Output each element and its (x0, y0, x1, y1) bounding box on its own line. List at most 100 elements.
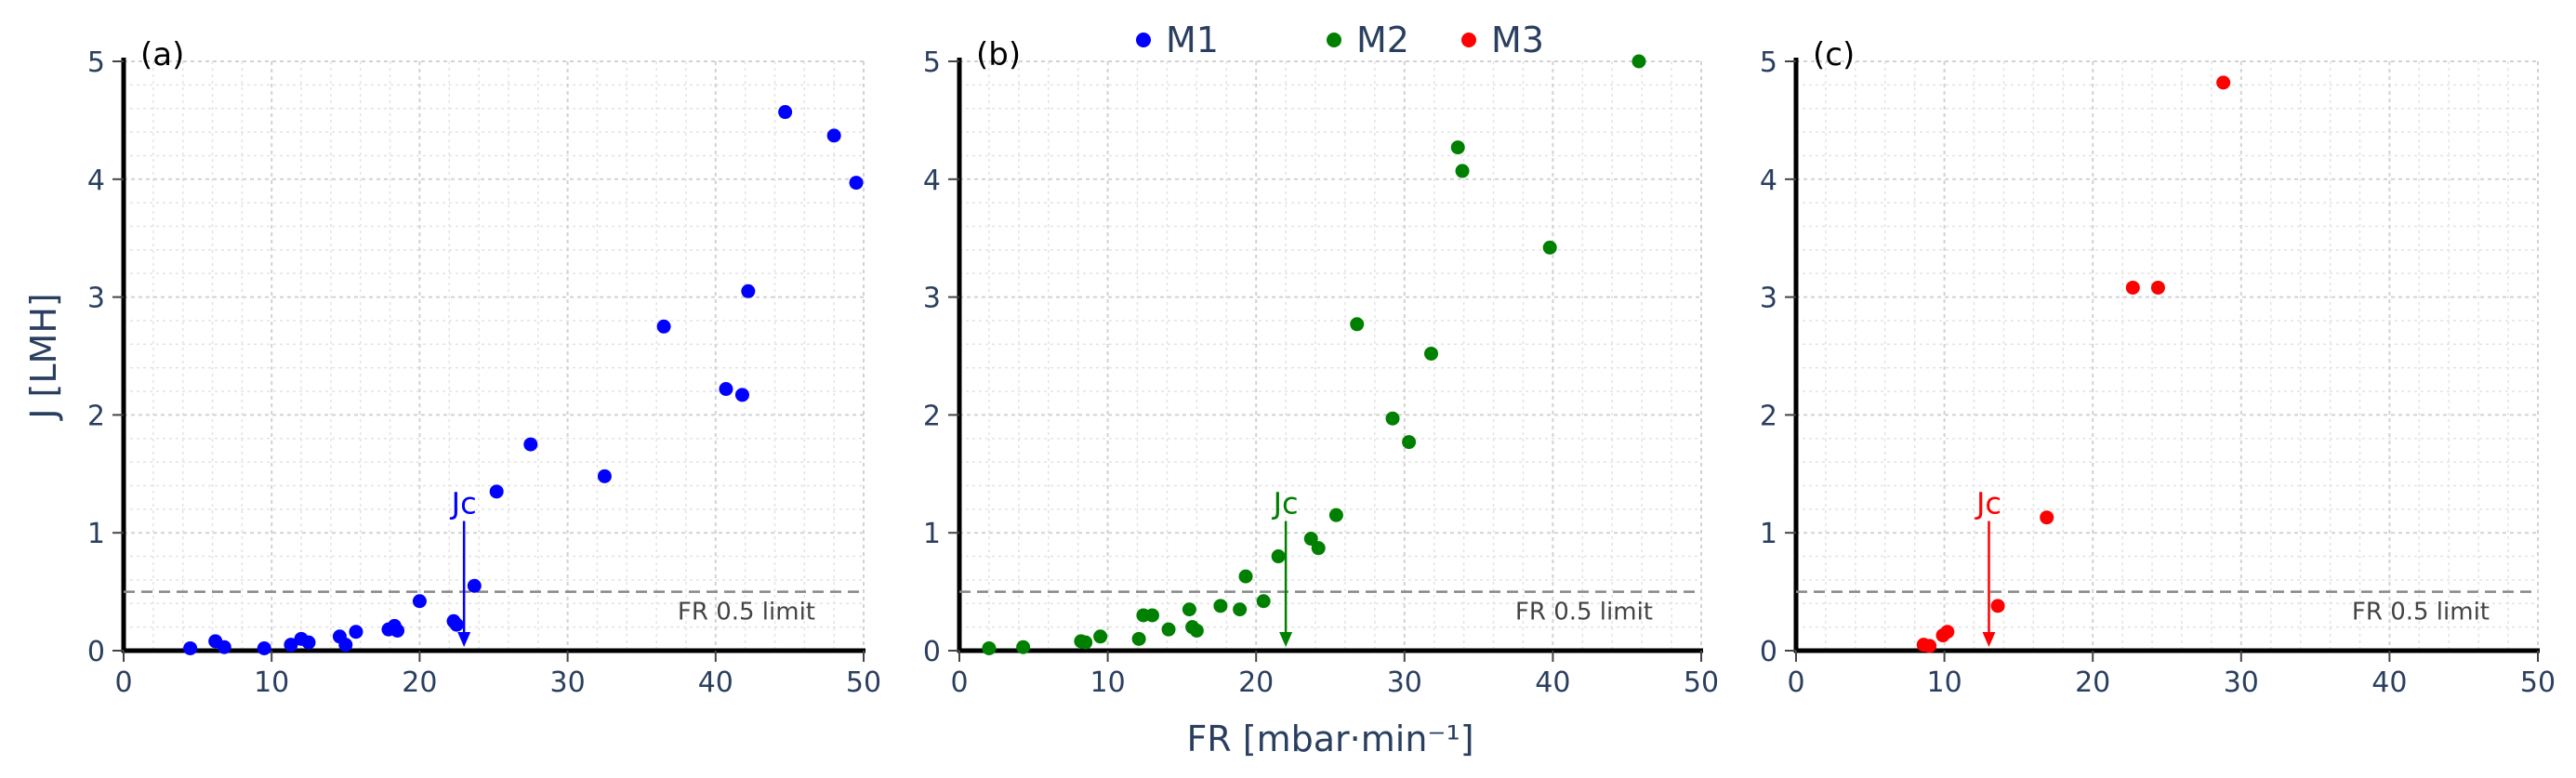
x-tick-label: 0 (950, 666, 968, 699)
y-tick-label: 4 (923, 165, 941, 197)
data-point (1350, 317, 1365, 332)
x-tick-label: 0 (1787, 666, 1804, 699)
jc-label: Jc (1975, 486, 2001, 521)
data-point (1078, 635, 1093, 650)
y-tick-label: 2 (923, 400, 941, 432)
legend-item-m1: M1 (1136, 20, 1219, 60)
x-tick-label: 40 (2371, 666, 2407, 699)
legend: M1 M2 M3 (1136, 20, 1544, 60)
jc-arrowhead (457, 632, 471, 647)
data-point (849, 176, 864, 191)
y-axis-title: J [LMH] (23, 293, 64, 420)
data-point (719, 382, 733, 397)
panel-3: 0 10 20 30 40 50 0 1 2 3 4 5 FR 0.5 limit (c) Jc (1760, 36, 2556, 699)
y-tick-label: 2 (87, 400, 105, 432)
x-tick-label: 30 (550, 666, 586, 699)
x-tick-label: 50 (2520, 666, 2556, 699)
data-point (1189, 623, 1204, 638)
data-point (1328, 508, 1343, 522)
data-point (1303, 532, 1318, 547)
data-point (2216, 75, 2231, 90)
data-point (982, 640, 997, 655)
legend-label: M2 (1356, 20, 1409, 60)
x-tick-label: 50 (846, 666, 881, 699)
panel-2: 0 10 20 30 40 50 0 1 2 3 4 5 FR 0.5 limit (b) Jc (923, 36, 1719, 699)
legend-marker (1461, 33, 1476, 47)
limit-label: FR 0.5 limit (678, 599, 815, 626)
data-point (741, 284, 756, 298)
y-tick-label: 0 (1760, 636, 1777, 668)
legend-marker (1327, 33, 1341, 47)
x-axis-title: FR [mbar·min⁻¹] (1186, 719, 1473, 759)
data-point (2150, 280, 2165, 295)
data-point (217, 640, 231, 654)
data-point (1424, 346, 1439, 361)
legend-label: M3 (1491, 20, 1544, 60)
data-point (1182, 602, 1196, 617)
data-point (1161, 622, 1176, 637)
data-point (1093, 629, 1108, 644)
y-tick-label: 1 (1760, 518, 1777, 550)
panel-label: (b) (976, 36, 1021, 73)
data-point (1311, 541, 1326, 556)
data-point (1385, 411, 1400, 426)
data-point (1922, 639, 1937, 653)
data-point (1631, 54, 1646, 69)
jc-arrowhead (1279, 632, 1293, 647)
data-point (1450, 140, 1465, 155)
data-point (778, 105, 793, 120)
data-point (390, 623, 405, 638)
x-tick-label: 20 (2075, 666, 2110, 699)
legend-item-m2: M2 (1327, 20, 1409, 60)
y-tick-label: 5 (1760, 46, 1777, 79)
panel-label: (a) (140, 36, 184, 73)
data-point (183, 640, 198, 655)
data-point (656, 319, 671, 334)
data-point (284, 638, 298, 653)
x-tick-label: 20 (1238, 666, 1274, 699)
jc-arrowhead (1982, 632, 1996, 647)
panel-1: 0 10 20 30 40 50 0 1 2 3 4 5 FR 0.5 limit (a) Jc (87, 36, 881, 699)
x-tick-label: 30 (1387, 666, 1422, 699)
data-point (523, 437, 538, 452)
data-point (467, 578, 482, 593)
data-point (1256, 594, 1271, 609)
data-point (1213, 599, 1228, 613)
y-tick-label: 4 (87, 165, 105, 197)
data-point (734, 388, 749, 402)
x-tick-label: 0 (114, 666, 132, 699)
x-tick-label: 10 (1927, 666, 1962, 699)
jc-label: Jc (450, 486, 477, 521)
data-point (412, 594, 427, 609)
x-tick-label: 40 (698, 666, 733, 699)
x-tick-label: 40 (1535, 666, 1570, 699)
limit-label: FR 0.5 limit (2352, 599, 2490, 626)
data-point (257, 640, 271, 655)
data-point (597, 468, 612, 483)
data-point (826, 128, 841, 143)
legend-marker (1136, 33, 1151, 47)
legend-item-m3: M3 (1461, 20, 1544, 60)
data-point (1542, 240, 1557, 255)
y-tick-label: 3 (87, 283, 105, 315)
data-point (1455, 164, 1470, 178)
data-point (2125, 280, 2140, 295)
x-tick-label: 20 (402, 666, 437, 699)
data-point (1990, 599, 2005, 613)
data-point (1238, 569, 1253, 584)
y-tick-label: 0 (923, 636, 941, 668)
data-point (301, 635, 316, 650)
x-tick-label: 10 (254, 666, 289, 699)
x-tick-label: 10 (1090, 666, 1126, 699)
y-tick-label: 1 (923, 518, 941, 550)
data-point (1233, 602, 1248, 617)
data-point (1144, 608, 1159, 623)
data-point (1131, 631, 1146, 646)
data-point (338, 638, 353, 653)
data-point (489, 484, 504, 499)
limit-label: FR 0.5 limit (1515, 599, 1653, 626)
data-point (449, 617, 464, 632)
panel-label: (c) (1813, 36, 1855, 73)
data-point (1016, 640, 1031, 654)
